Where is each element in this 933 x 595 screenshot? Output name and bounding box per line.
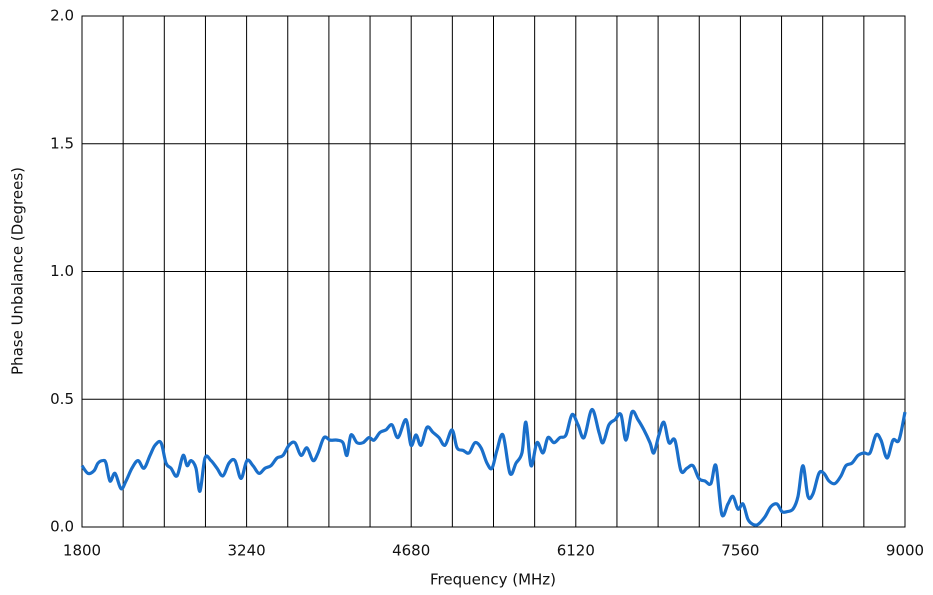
x-tick-label: 1800	[63, 542, 101, 560]
y-tick-label: 1.0	[50, 262, 74, 280]
data-line	[80, 407, 907, 527]
y-tick-label: 2.0	[50, 7, 74, 25]
x-tick-label: 4680	[392, 542, 430, 560]
y-tick-label: 0.0	[50, 518, 74, 536]
x-tick-label: 7560	[721, 542, 759, 560]
y-tick-label: 0.5	[50, 390, 74, 408]
x-tick-label: 6120	[557, 542, 595, 560]
y-axis-title: Phase Unbalance (Degrees)	[9, 167, 27, 375]
y-tick-label: 1.5	[50, 134, 74, 152]
x-tick-label: 9000	[886, 542, 924, 560]
x-axis-title: Frequency (MHz)	[430, 571, 556, 589]
x-tick-label: 3240	[228, 542, 266, 560]
